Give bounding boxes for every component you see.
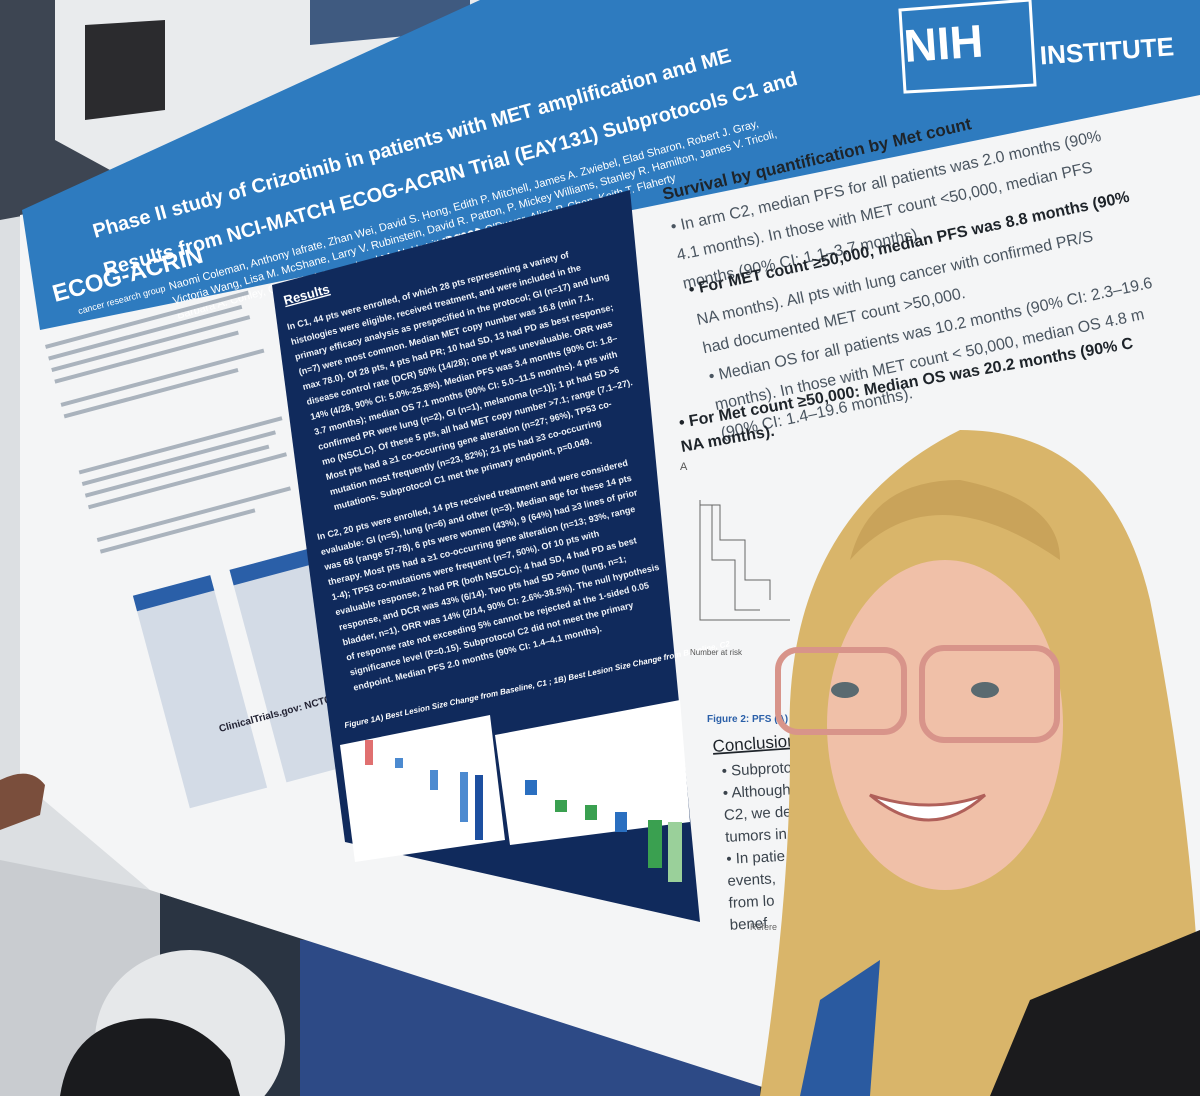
text-line: events, <box>727 870 776 890</box>
figure2-caption: Figure 2: PFS (A) and <box>707 714 809 725</box>
nih-box <box>898 0 1037 94</box>
references: Refere <box>750 922 777 932</box>
text-line: benef <box>729 915 768 934</box>
glasses-left <box>775 647 907 735</box>
nih-logo: NIH <box>902 15 985 72</box>
glasses-right <box>919 645 1060 743</box>
eye <box>971 682 999 698</box>
smile <box>869 793 987 822</box>
bag <box>60 1018 240 1096</box>
figure2-panel: A <box>680 461 688 473</box>
text-line: • Subprotoco <box>721 759 808 780</box>
text-line: • In patie <box>726 848 785 868</box>
face <box>827 560 1063 890</box>
figure1 <box>340 700 690 882</box>
scarf <box>800 960 880 1096</box>
jacket <box>990 930 1200 1096</box>
fringe <box>850 480 1060 560</box>
text-line: tumors in <box>725 826 787 846</box>
text-line: from lo <box>728 892 775 911</box>
figure2 <box>699 500 790 621</box>
hand <box>0 773 45 830</box>
number-at-risk: Number at risk <box>690 648 743 657</box>
conclusions: • Subprotoco• Although th C2, we de tumo… <box>721 759 808 934</box>
text-line: • Although th <box>722 781 807 802</box>
person <box>760 430 1200 1096</box>
eye <box>831 682 859 698</box>
text-line: C2, we de <box>724 803 792 824</box>
neighbour-poster-box <box>85 20 165 120</box>
